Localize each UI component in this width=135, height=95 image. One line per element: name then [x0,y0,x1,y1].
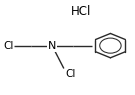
Text: N: N [48,41,56,51]
Text: HCl: HCl [71,5,91,18]
Text: Cl: Cl [65,69,76,79]
Text: Cl: Cl [3,41,14,51]
